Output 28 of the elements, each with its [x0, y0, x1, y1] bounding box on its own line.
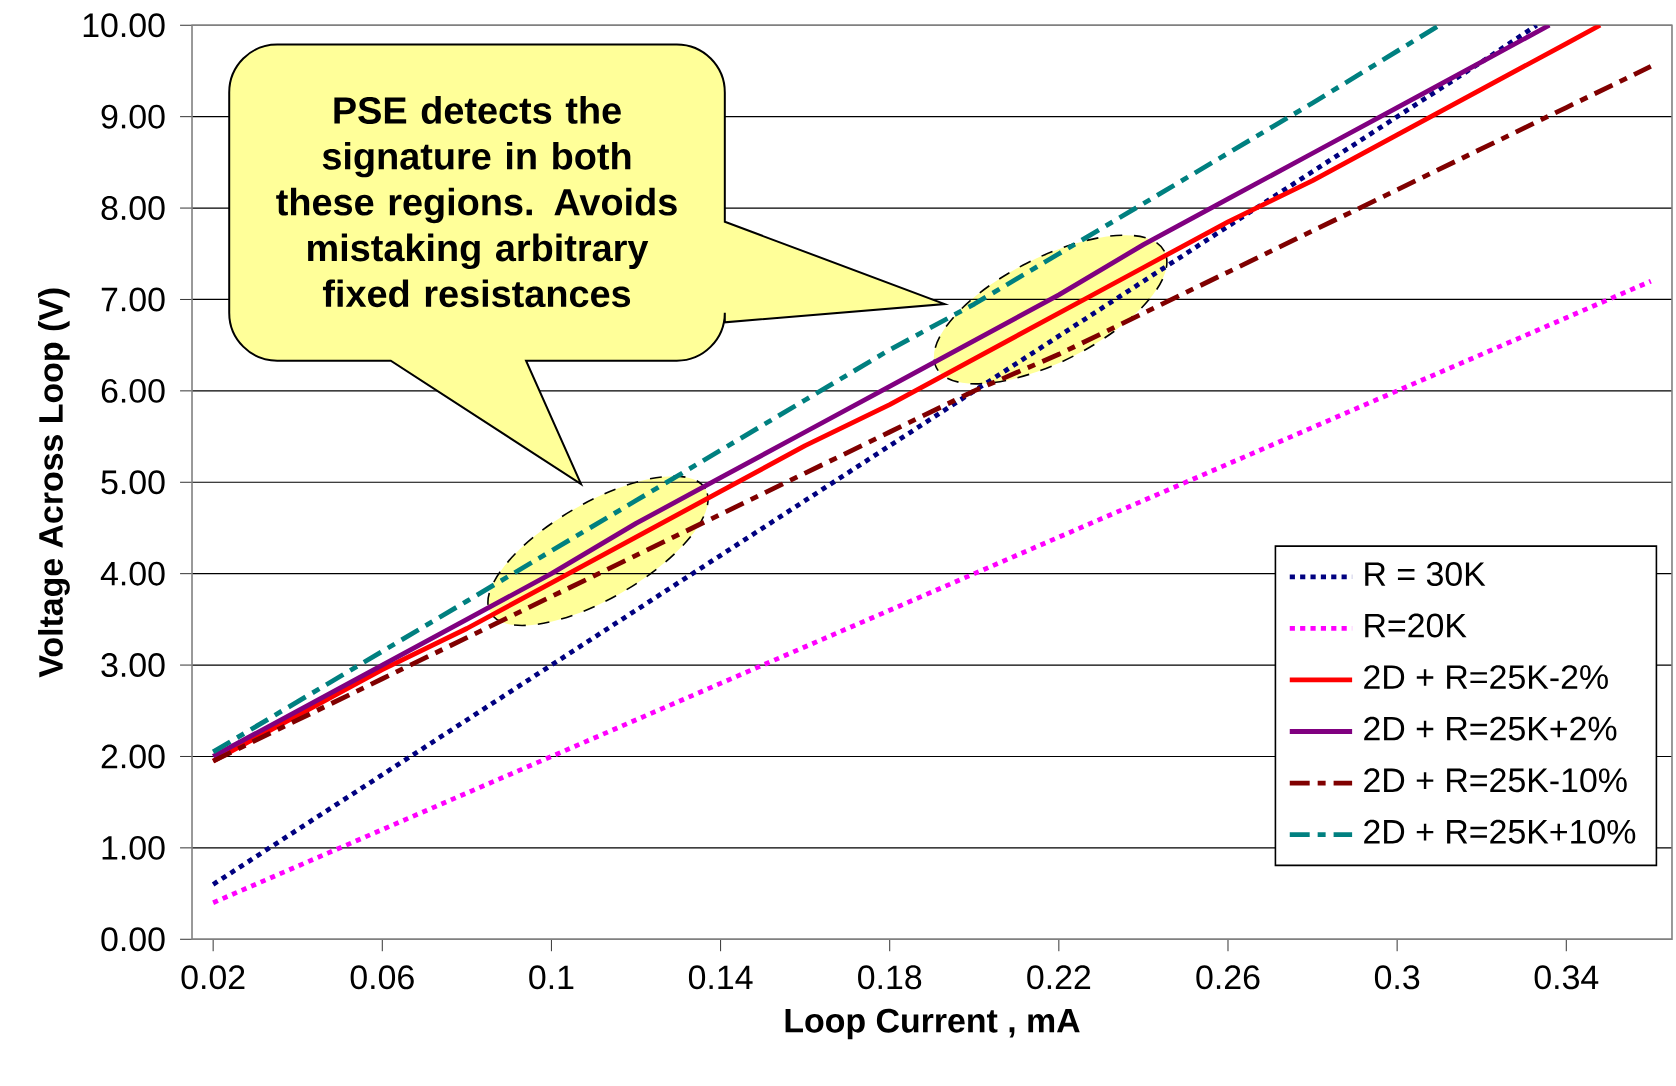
y-tick-label: 8.00 — [101, 195, 165, 220]
y-tick-label: 3.00 — [101, 652, 165, 677]
y-tick-label: 2.00 — [101, 744, 165, 769]
y-tick-label: 6.00 — [101, 378, 165, 403]
y-tick-label: 7.00 — [101, 287, 165, 312]
x-axis-title: Loop Current , mA — [785, 1008, 1080, 1040]
x-tick-label: 0.02 — [181, 965, 245, 990]
x-tick-label: 0.3 — [1374, 965, 1420, 990]
x-tick-label: 0.18 — [858, 965, 922, 990]
y-axis-title: Voltage Across Loop (V) — [38, 288, 70, 678]
y-tick-label: 10.00 — [83, 13, 165, 38]
legend-label: 2D + R=25K+2% — [1364, 716, 1617, 741]
x-tick-label: 0.06 — [350, 965, 414, 990]
y-tick-label: 5.00 — [101, 470, 165, 495]
legend-label: R=20K — [1365, 613, 1467, 638]
y-tick-label: 4.00 — [100, 561, 165, 586]
legend-label: R = 30K — [1365, 561, 1486, 586]
y-tick-label: 1.00 — [102, 835, 165, 860]
x-tick-label: 0.22 — [1027, 965, 1091, 990]
legend-label: 2D + R=25K+10% — [1364, 819, 1636, 844]
x-tick-label: 0.14 — [688, 965, 753, 990]
x-tick-label: 0.1 — [529, 965, 574, 990]
x-tick-label: 0.34 — [1534, 965, 1599, 990]
y-tick-label: 0.00 — [101, 927, 165, 952]
legend-label: 2D + R=25K-10% — [1364, 768, 1627, 793]
y-tick-label: 9.00 — [101, 104, 165, 129]
legend-label: 2D + R=25K-2% — [1364, 665, 1608, 689]
x-tick-label: 0.26 — [1196, 965, 1260, 990]
